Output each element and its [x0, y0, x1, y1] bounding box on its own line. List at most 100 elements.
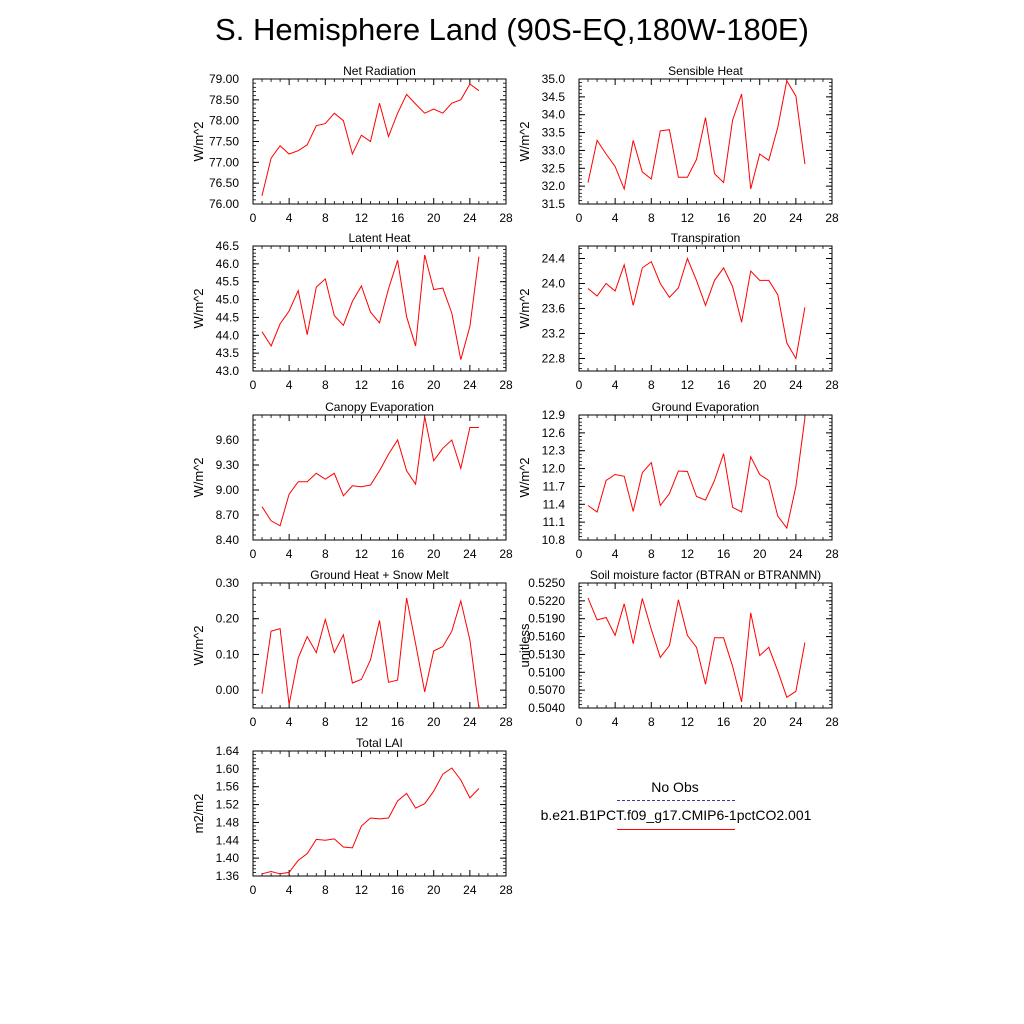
y-tick-label: 77.50	[209, 135, 239, 149]
x-tick-label: 12	[355, 547, 369, 561]
x-tick-label: 20	[753, 378, 767, 392]
y-tick-label: 11.4	[543, 497, 566, 511]
y-tick-label: 33.0	[542, 143, 566, 157]
x-tick-label: 0	[250, 883, 257, 897]
x-tick-label: 8	[322, 715, 329, 729]
plot-title: Total LAI	[356, 736, 403, 750]
x-tick-label: 16	[391, 211, 405, 225]
y-tick-label: 43.0	[216, 364, 240, 378]
y-tick-label: 0.30	[216, 576, 240, 590]
y-tick-label: 77.00	[209, 155, 239, 169]
x-tick-label: 28	[825, 547, 839, 561]
x-tick-label: 4	[612, 715, 619, 729]
series-line	[261, 254, 480, 360]
y-tick-label: 1.52	[216, 798, 240, 812]
x-tick-label: 28	[825, 211, 839, 225]
series-line	[261, 767, 480, 875]
y-tick-label: 33.5	[542, 126, 566, 140]
page-title: S. Hemisphere Land (90S-EQ,180W-180E)	[215, 12, 809, 47]
plot-frame	[578, 78, 833, 205]
plot-title: Ground Evaporation	[652, 400, 759, 414]
series-line	[587, 417, 806, 530]
x-tick-label: 20	[427, 547, 441, 561]
y-tick-label: 43.5	[216, 346, 240, 360]
y-tick-label: 0.00	[216, 683, 240, 697]
x-tick-label: 8	[322, 883, 329, 897]
x-tick-label: 20	[427, 715, 441, 729]
y-tick-label: 79.00	[209, 72, 239, 86]
y-tick-label: 9.00	[216, 483, 240, 497]
x-tick-label: 4	[286, 547, 293, 561]
y-tick-label: 1.44	[216, 833, 240, 847]
x-tick-label: 16	[717, 547, 731, 561]
x-tick-label: 24	[789, 715, 803, 729]
series-line	[587, 257, 806, 360]
legend-model-label: b.e21.B1PCT.f09_g17.CMIP6-1pctCO2.001	[540, 807, 812, 823]
y-axis-label: W/m^2	[191, 625, 206, 665]
x-tick-label: 28	[825, 378, 839, 392]
y-tick-label: 1.36	[216, 869, 240, 883]
y-tick-label: 1.56	[216, 780, 240, 794]
x-tick-label: 20	[753, 715, 767, 729]
y-tick-label: 22.8	[542, 352, 566, 366]
legend-model-line	[617, 829, 735, 830]
x-tick-label: 8	[322, 211, 329, 225]
plot-frame	[578, 245, 833, 372]
plot-title: Latent Heat	[348, 231, 411, 245]
x-tick-label: 4	[612, 547, 619, 561]
y-tick-label: 10.8	[542, 533, 566, 547]
x-tick-label: 20	[427, 883, 441, 897]
y-tick-label: 12.9	[542, 408, 566, 422]
y-tick-label: 8.70	[216, 508, 240, 522]
y-tick-label: 0.5190	[528, 612, 565, 626]
y-tick-label: 45.5	[216, 275, 240, 289]
x-tick-label: 0	[576, 378, 583, 392]
x-tick-label: 0	[250, 378, 257, 392]
x-tick-label: 28	[825, 715, 839, 729]
y-tick-label: 9.30	[216, 458, 240, 472]
y-axis-label: m2/m2	[191, 794, 206, 834]
y-axis-label: W/m^2	[517, 121, 532, 161]
y-tick-label: 0.20	[216, 612, 240, 626]
x-tick-label: 16	[717, 715, 731, 729]
y-tick-label: 0.5250	[528, 576, 565, 590]
y-tick-label: 8.40	[216, 533, 240, 547]
y-tick-label: 11.1	[543, 515, 566, 529]
y-tick-label: 9.60	[216, 433, 240, 447]
x-tick-label: 8	[322, 378, 329, 392]
y-tick-label: 11.7	[543, 479, 566, 493]
x-tick-label: 4	[612, 378, 619, 392]
y-tick-label: 46.0	[216, 257, 240, 271]
x-tick-label: 4	[612, 211, 619, 225]
plot-title: Transpiration	[671, 231, 741, 245]
y-tick-label: 0.5160	[528, 630, 565, 644]
x-tick-label: 28	[499, 378, 513, 392]
y-tick-label: 44.5	[216, 310, 240, 324]
y-tick-label: 0.5070	[528, 683, 565, 697]
series-line	[587, 597, 806, 703]
y-tick-label: 0.5220	[528, 594, 565, 608]
y-tick-label: 12.0	[542, 462, 566, 476]
x-tick-label: 12	[355, 378, 369, 392]
x-tick-label: 16	[391, 883, 405, 897]
x-tick-label: 0	[250, 715, 257, 729]
x-tick-label: 24	[463, 547, 477, 561]
y-axis-label: unitless	[517, 623, 532, 668]
plot-title: Ground Heat + Snow Melt	[310, 568, 449, 582]
x-tick-label: 20	[753, 547, 767, 561]
x-tick-label: 12	[681, 378, 695, 392]
x-tick-label: 12	[681, 715, 695, 729]
plot-title: Sensible Heat	[668, 64, 743, 78]
y-tick-label: 12.6	[542, 426, 566, 440]
x-tick-label: 20	[427, 211, 441, 225]
x-tick-label: 28	[499, 883, 513, 897]
y-tick-label: 12.3	[542, 444, 566, 458]
y-tick-label: 0.5130	[528, 647, 565, 661]
x-tick-label: 8	[648, 547, 655, 561]
x-tick-label: 0	[576, 211, 583, 225]
y-tick-label: 45.0	[216, 293, 240, 307]
x-tick-label: 28	[499, 547, 513, 561]
y-tick-label: 32.5	[542, 161, 566, 175]
y-tick-label: 1.48	[216, 815, 240, 829]
